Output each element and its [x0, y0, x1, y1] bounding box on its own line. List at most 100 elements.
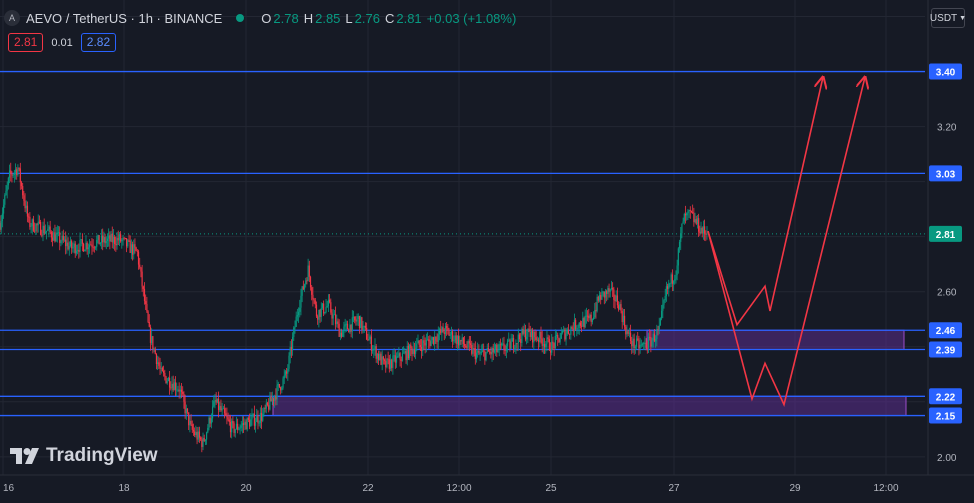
- candle-body: [29, 216, 31, 227]
- candle-body: [424, 343, 426, 346]
- candle-body: [313, 299, 315, 301]
- candlesticks: [0, 162, 708, 453]
- price-axis: 3.20 2.60 2.00 3.40 3.03 2.46 2.39 2.22 2.15 2.81: [927, 0, 974, 503]
- candle-body: [147, 311, 149, 322]
- candle-body: [526, 336, 528, 340]
- candle-body: [664, 295, 666, 301]
- candle-body: [345, 323, 347, 325]
- time-tick-label: 12:00: [873, 483, 898, 494]
- candle-body: [639, 344, 641, 349]
- candle-body: [276, 385, 278, 400]
- candle-body: [498, 344, 500, 350]
- candle-body: [441, 327, 443, 333]
- candle-body: [190, 420, 192, 425]
- candle-body: [302, 286, 304, 290]
- candle-body: [182, 391, 184, 394]
- candle-body: [320, 307, 322, 317]
- candle-body: [256, 415, 258, 422]
- candle-body: [569, 333, 571, 335]
- symbol-title[interactable]: AEVO / TetherUS · 1h · BINANCE: [26, 10, 223, 26]
- candle-body: [400, 359, 402, 361]
- candle-body: [541, 338, 543, 346]
- buy-button[interactable]: 2.82: [80, 33, 117, 52]
- candle-body: [122, 237, 124, 241]
- currency-button[interactable]: USDT ▼: [930, 8, 966, 28]
- candle-body: [65, 239, 67, 247]
- candle-body: [670, 274, 672, 284]
- candle-body: [356, 318, 358, 322]
- candle-body: [417, 340, 419, 344]
- candle-body: [247, 418, 250, 420]
- candle-body: [243, 423, 245, 425]
- candle-body: [446, 326, 448, 328]
- candle-body: [71, 240, 73, 249]
- candle-body: [90, 244, 92, 246]
- candle-body: [151, 336, 153, 343]
- candle-body: [339, 332, 341, 337]
- candle-body: [266, 402, 269, 406]
- candle-body: [699, 231, 701, 234]
- candle-body: [0, 221, 2, 230]
- candle-body: [463, 344, 466, 346]
- candle-body: [7, 177, 9, 186]
- candle-body: [616, 295, 619, 306]
- candle-body: [428, 339, 430, 342]
- candle-body: [649, 336, 651, 338]
- candle-body: [705, 233, 707, 235]
- symbol-logo-icon: A: [4, 10, 20, 26]
- candle-body: [254, 421, 257, 426]
- candle-body: [324, 312, 326, 314]
- candle-body: [30, 226, 32, 228]
- current-price-badge: [929, 225, 962, 242]
- candle-body: [534, 331, 536, 338]
- candle-body: [385, 360, 387, 368]
- candle-body: [422, 340, 424, 352]
- candle-body: [442, 327, 444, 333]
- candle-body: [474, 348, 476, 360]
- candle-body: [31, 219, 33, 227]
- candle-body: [584, 315, 586, 328]
- candle-body: [640, 344, 642, 346]
- candle-body: [627, 331, 629, 334]
- candle-body: [364, 325, 367, 328]
- level-price-badge: [929, 63, 962, 80]
- candle-body: [415, 348, 417, 354]
- candle-body: [572, 328, 574, 332]
- candle-body: [460, 339, 462, 342]
- candle-body: [503, 343, 505, 351]
- candle-body: [367, 339, 369, 341]
- candle-body: [594, 310, 596, 318]
- candle-body: [128, 240, 130, 242]
- candle-body: [486, 348, 488, 353]
- candle-body: [343, 326, 345, 331]
- candle-body: [238, 429, 240, 430]
- candle-body: [395, 356, 398, 363]
- candle-body: [66, 242, 68, 247]
- sell-button[interactable]: 2.81: [8, 33, 44, 52]
- candle-body: [704, 226, 706, 234]
- candle-body: [1, 213, 3, 222]
- ohlc-values: O 2.78 H 2.85 L 2.76 C 2.81: [256, 11, 421, 26]
- candle-body: [296, 315, 298, 317]
- candle-body: [303, 284, 306, 290]
- candle-body: [489, 351, 491, 353]
- candle-body: [477, 350, 479, 353]
- candle-body: [63, 239, 66, 241]
- candle-body: [274, 395, 276, 401]
- candle-body: [455, 335, 457, 344]
- candle-body: [264, 408, 266, 409]
- candle-body: [601, 291, 603, 300]
- level-price-label: 3.03: [936, 169, 956, 180]
- candle-body: [214, 400, 216, 401]
- candle-body: [516, 343, 518, 344]
- candle-body: [363, 325, 365, 327]
- candle-body: [429, 341, 431, 346]
- candle-body: [420, 346, 423, 352]
- candle-body: [687, 211, 689, 214]
- candle-body: [388, 359, 390, 369]
- candle-body: [174, 382, 177, 390]
- candle-body: [20, 182, 23, 187]
- candle-body: [32, 219, 35, 231]
- candle-body: [392, 355, 394, 368]
